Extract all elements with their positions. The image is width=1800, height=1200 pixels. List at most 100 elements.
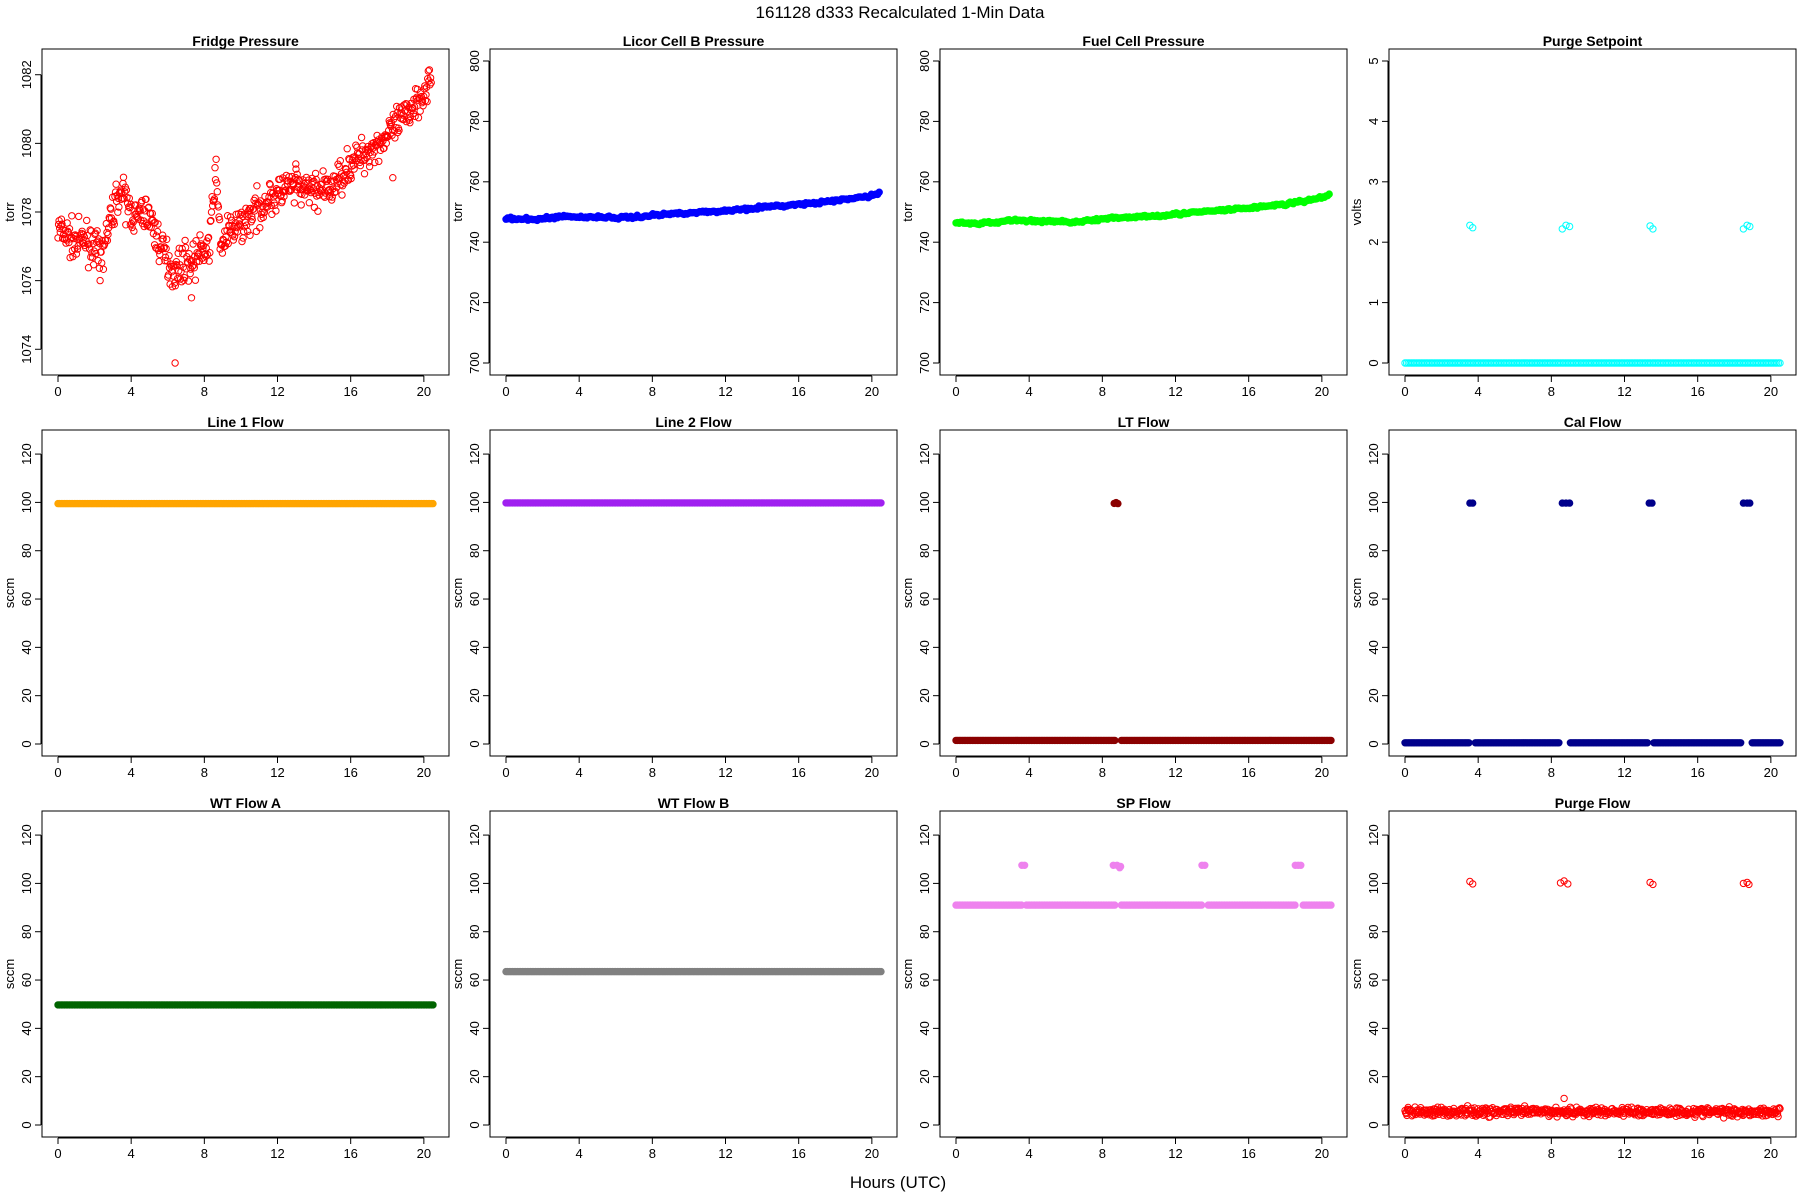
x-tick-label: 4 — [576, 765, 583, 780]
data-point — [1649, 880, 1657, 889]
y-tick-label: 700 — [467, 352, 482, 374]
panel-sp-flow: SP Flow sccm 0 4 8 12 16 20 0 20 40 60 80 100 120 — [900, 795, 1348, 1161]
data-point — [389, 110, 397, 119]
data-point — [342, 165, 350, 174]
y-tick-label: 120 — [467, 443, 482, 465]
x-tick-label: 0 — [1401, 384, 1408, 399]
y-tick-label: 20 — [467, 1069, 482, 1083]
data-point — [1425, 1111, 1434, 1119]
panel-cal-flow: Cal Flow sccm 0 4 8 12 16 20 0 20 40 60 80 100 120 — [1349, 414, 1797, 780]
plot-frame — [489, 429, 898, 757]
data-point — [421, 96, 430, 105]
data-points — [502, 499, 885, 507]
data-point — [314, 207, 322, 215]
x-tick-label: 12 — [718, 384, 732, 399]
data-point — [171, 359, 179, 367]
data-point — [421, 82, 429, 90]
x-tick-label: 16 — [1690, 765, 1704, 780]
y-tick-label: 780 — [917, 111, 932, 133]
x-tick-label: 4 — [576, 384, 583, 399]
x-tick-label: 0 — [1401, 765, 1408, 780]
data-point — [347, 172, 355, 180]
data-point — [365, 158, 373, 166]
data-point — [1111, 901, 1119, 909]
y-tick-label: 40 — [1366, 1021, 1381, 1035]
data-point — [89, 261, 98, 269]
y-tick-label: 720 — [467, 292, 482, 314]
data-point — [406, 119, 414, 127]
data-point — [1565, 222, 1574, 231]
x-tick-label: 0 — [952, 384, 959, 399]
x-tick-label: 8 — [1548, 384, 1555, 399]
figure-title: 161128 d333 Recalculated 1-Min Data — [756, 3, 1045, 22]
data-point — [248, 213, 256, 221]
data-point — [206, 249, 214, 257]
data-point — [395, 126, 403, 135]
x-tick-label: 8 — [201, 384, 208, 399]
y-tick-label: 120 — [467, 824, 482, 846]
data-point — [310, 203, 319, 212]
data-point — [403, 100, 411, 108]
x-tick-label: 8 — [1548, 765, 1555, 780]
x-tick-label: 4 — [1475, 765, 1482, 780]
data-point — [1746, 499, 1754, 507]
y-tick-label: 100 — [467, 873, 482, 895]
data-point — [300, 180, 308, 188]
y-tick-label: 0 — [467, 740, 482, 747]
x-tick-label: 0 — [952, 765, 959, 780]
x-tick-label: 16 — [1241, 765, 1255, 780]
y-tick-label: 1 — [1366, 299, 1381, 306]
data-point — [271, 201, 279, 210]
y-tick-label: 20 — [917, 688, 932, 702]
figure-xlabel: Hours (UTC) — [850, 1173, 946, 1192]
y-tick-label: 0 — [19, 1121, 34, 1128]
data-point — [399, 111, 407, 119]
x-tick-label: 8 — [1099, 1146, 1106, 1161]
data-point — [110, 217, 118, 225]
y-tick-label: 100 — [467, 492, 482, 514]
x-tick-label: 8 — [649, 765, 656, 780]
y-tick-label: 40 — [917, 1021, 932, 1035]
x-tick-label: 12 — [1617, 765, 1631, 780]
data-point — [391, 134, 399, 142]
y-tick-label: 120 — [917, 824, 932, 846]
data-point — [266, 181, 274, 189]
x-tick-label: 16 — [1690, 1146, 1704, 1161]
data-point — [404, 115, 412, 123]
y-tick-label: 1076 — [19, 266, 34, 295]
data-point — [68, 212, 76, 220]
data-point — [138, 197, 146, 205]
x-tick-label: 8 — [1099, 384, 1106, 399]
y-tick-label: 20 — [1366, 1069, 1381, 1083]
data-point — [246, 231, 254, 240]
data-point — [350, 165, 358, 173]
data-point — [248, 215, 257, 224]
y-tick-label: 80 — [917, 543, 932, 557]
data-point — [130, 227, 138, 235]
y-tick-label: 100 — [917, 492, 932, 514]
data-point — [156, 250, 164, 259]
data-point — [268, 210, 276, 219]
plot-frame — [1388, 48, 1797, 376]
data-point — [1197, 901, 1206, 909]
x-tick-label: 4 — [1475, 1146, 1482, 1161]
data-point — [250, 207, 259, 215]
data-point — [1291, 901, 1299, 909]
y-tick-label: 0 — [1366, 1121, 1381, 1128]
x-tick-label: 4 — [1026, 1146, 1033, 1161]
data-point — [341, 177, 349, 185]
y-tick-label: 4 — [1366, 118, 1381, 125]
data-point — [1469, 499, 1477, 507]
y-axis-label: sccm — [2, 959, 17, 989]
plot-frame — [41, 48, 450, 376]
x-tick-label: 4 — [128, 765, 135, 780]
data-point — [1297, 861, 1305, 869]
data-point — [202, 252, 210, 261]
x-tick-label: 0 — [54, 1146, 61, 1161]
data-point — [427, 79, 435, 87]
y-tick-label: 40 — [1366, 640, 1381, 654]
y-axis-label: sccm — [1349, 959, 1364, 989]
data-point — [1111, 736, 1119, 745]
data-point — [165, 264, 174, 272]
y-axis-label: torr — [2, 202, 17, 222]
